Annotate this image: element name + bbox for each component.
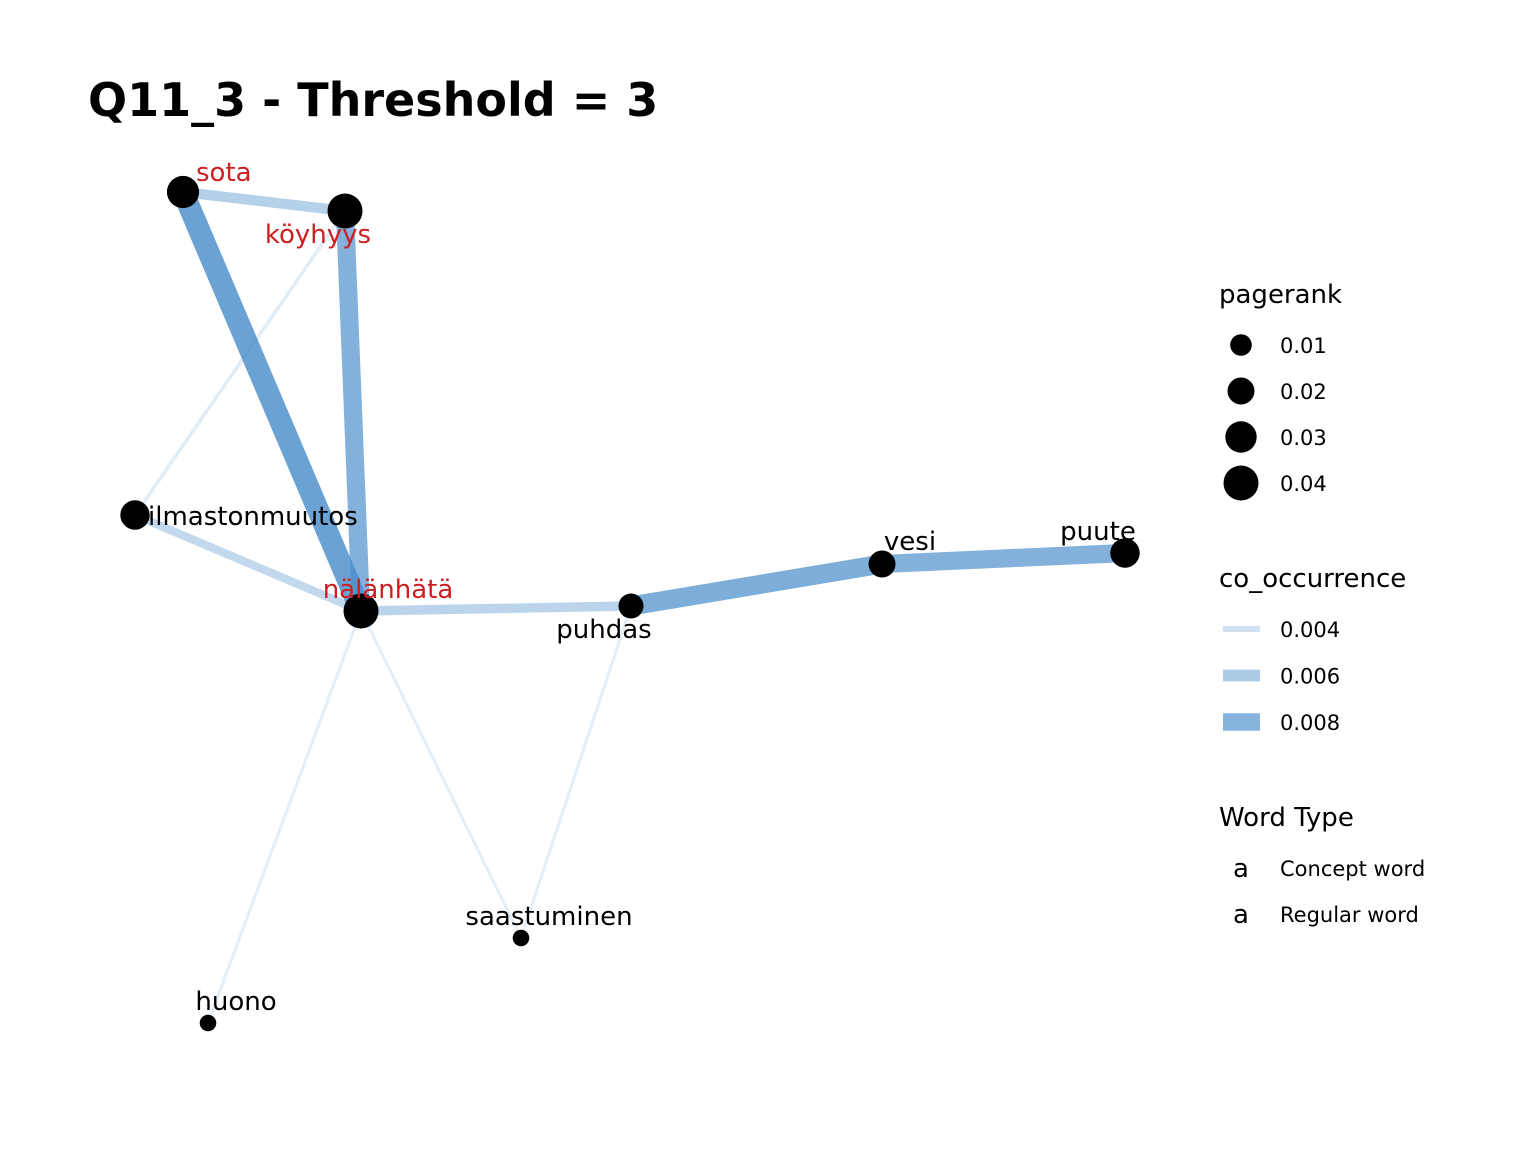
legend-co-occurrence-label: 0.006 bbox=[1280, 665, 1340, 689]
legend-word-type-label: Concept word bbox=[1280, 857, 1425, 881]
node-label-puute: puute bbox=[1060, 517, 1136, 547]
label-layer: sota köyhyys ilmastonmuutos nälänhätä puhdas… bbox=[148, 158, 1136, 1017]
edge-nalanhata-saastuminen bbox=[359, 610, 523, 939]
edge-sota-koyhyys bbox=[182, 186, 346, 217]
node-label-huono: huono bbox=[195, 987, 276, 1017]
node-label-puhdas: puhdas bbox=[556, 615, 651, 645]
node-label-sota: sota bbox=[196, 158, 252, 188]
edge-nalanhata-puhdas bbox=[360, 601, 632, 616]
legend-word-type-glyph: a bbox=[1233, 854, 1249, 884]
legend-co-occurrence-title: co_occurrence bbox=[1219, 564, 1406, 594]
edge-nalanhata-huono bbox=[206, 610, 363, 1024]
edge-puhdas-saastuminen bbox=[519, 605, 633, 939]
node-label-nalanhata: nälänhätä bbox=[323, 575, 454, 605]
legend: pagerank 0.010.020.030.04 co_occurrence … bbox=[1219, 280, 1425, 930]
node-huono bbox=[199, 1014, 217, 1032]
edge-layer bbox=[133, 186, 1126, 1024]
node-puute bbox=[1110, 538, 1140, 568]
node-label-ilmastonmuutos: ilmastonmuutos bbox=[148, 502, 358, 532]
edge-koyhyys-ilmastonmuutos bbox=[133, 209, 347, 517]
legend-pagerank-label: 0.04 bbox=[1280, 472, 1327, 496]
legend-pagerank-title: pagerank bbox=[1219, 280, 1342, 310]
node-label-saastuminen: saastuminen bbox=[465, 902, 632, 932]
legend-pagerank-key bbox=[1225, 421, 1257, 453]
legend-pagerank-label: 0.01 bbox=[1280, 334, 1327, 358]
node-saastuminen bbox=[512, 929, 530, 947]
node-layer bbox=[120, 175, 1140, 1032]
legend-co-occurrence-label: 0.004 bbox=[1280, 618, 1340, 642]
node-nalanhata bbox=[343, 593, 379, 629]
node-koyhyys bbox=[327, 193, 363, 229]
legend-pagerank-label: 0.03 bbox=[1280, 426, 1327, 450]
legend-word-type-entries: a Concept word a Regular word bbox=[1233, 854, 1425, 930]
node-ilmastonmuutos bbox=[120, 500, 150, 530]
legend-word-type-glyph: a bbox=[1233, 900, 1249, 930]
legend-pagerank-key bbox=[1230, 334, 1252, 356]
edge-ilmastonmuutos-nalanhata bbox=[133, 511, 363, 615]
node-sota bbox=[166, 175, 200, 209]
node-label-vesi: vesi bbox=[884, 527, 936, 557]
edge-vesi-puute bbox=[881, 543, 1126, 574]
edge-koyhyys-nalanhata bbox=[335, 210, 371, 612]
legend-co-occurrence-label: 0.008 bbox=[1280, 711, 1340, 735]
legend-pagerank-entries: 0.01 0.02 0.03 0.04 bbox=[1223, 334, 1327, 501]
edge-puhdas-vesi bbox=[629, 554, 884, 616]
node-vesi bbox=[868, 550, 896, 578]
legend-pagerank-key bbox=[1227, 377, 1255, 405]
node-puhdas bbox=[618, 593, 644, 619]
legend-pagerank-label: 0.02 bbox=[1280, 380, 1327, 404]
legend-word-type-title: Word Type bbox=[1219, 803, 1354, 833]
legend-pagerank-key bbox=[1223, 465, 1259, 501]
legend-word-type-label: Regular word bbox=[1280, 903, 1419, 927]
node-label-koyhyys: köyhyys bbox=[265, 220, 371, 250]
legend-co-occurrence-entries: 0.004 0.006 0.008 bbox=[1223, 618, 1340, 735]
chart-title: Q11_3 - Threshold = 3 bbox=[88, 73, 658, 127]
edge-sota-nalanhata bbox=[172, 187, 372, 616]
